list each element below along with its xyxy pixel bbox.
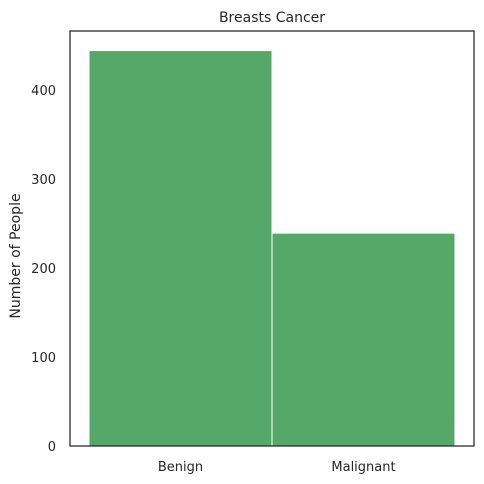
bar-malignant <box>271 232 456 447</box>
y-tick-label: 100 <box>31 351 56 366</box>
x-tick-label: Benign <box>158 460 203 475</box>
bars-group <box>88 50 456 447</box>
y-tick-label: 200 <box>31 262 56 277</box>
plot-frame <box>69 30 475 447</box>
y-tick-label: 400 <box>31 84 56 99</box>
chart-title: Breasts Cancer <box>219 10 325 26</box>
y-axis-label: Number of People <box>8 193 24 318</box>
bar-benign <box>88 50 273 447</box>
y-ticks: 0 100 200 300 400 <box>31 84 56 455</box>
y-tick-label: 300 <box>31 173 56 188</box>
x-tick-label: Malignant <box>331 460 395 475</box>
x-ticks: Benign Malignant <box>158 460 396 475</box>
y-tick-label: 0 <box>48 440 56 455</box>
